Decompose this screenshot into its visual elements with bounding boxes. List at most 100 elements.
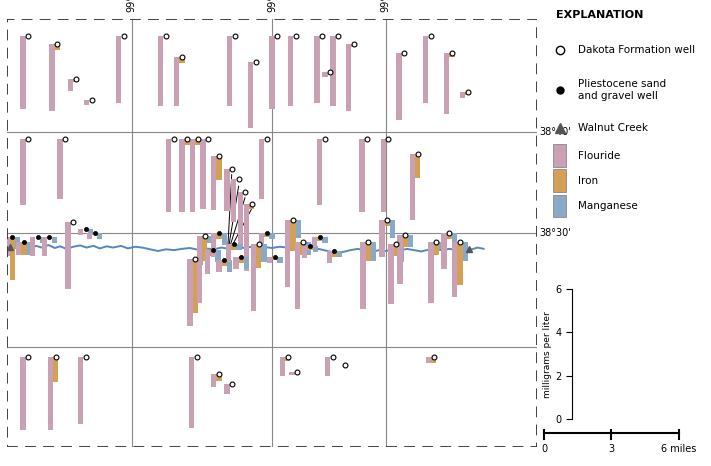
Bar: [15, 237, 21, 249]
Bar: [553, 170, 566, 192]
Bar: [289, 372, 295, 375]
Text: 99°10': 99°10': [381, 0, 391, 12]
Bar: [189, 357, 194, 428]
Bar: [371, 242, 376, 260]
Bar: [394, 244, 399, 256]
Bar: [360, 242, 365, 309]
Bar: [224, 169, 230, 211]
Bar: [52, 237, 58, 243]
Bar: [230, 169, 235, 171]
Bar: [444, 53, 449, 114]
Text: 3: 3: [609, 444, 614, 453]
Bar: [227, 260, 232, 272]
Bar: [193, 259, 198, 313]
Bar: [216, 233, 222, 239]
Bar: [205, 139, 211, 141]
Text: 99°20': 99°20': [267, 0, 277, 12]
Text: 99°30': 99°30': [127, 0, 137, 12]
Bar: [314, 36, 320, 103]
Bar: [41, 237, 46, 243]
Bar: [328, 72, 333, 75]
Bar: [465, 91, 471, 95]
Bar: [410, 154, 415, 220]
Y-axis label: milligrams per liter: milligrams per liter: [542, 311, 552, 397]
Bar: [269, 36, 274, 109]
Bar: [211, 375, 216, 387]
Bar: [41, 237, 47, 255]
Bar: [216, 156, 222, 180]
Bar: [190, 139, 195, 212]
Bar: [439, 242, 444, 248]
Bar: [553, 195, 566, 217]
Bar: [179, 139, 185, 212]
Text: 38°30': 38°30': [540, 228, 571, 238]
Text: EXPLANATION: EXPLANATION: [557, 10, 643, 20]
Bar: [305, 242, 311, 254]
Bar: [227, 36, 232, 106]
Bar: [237, 192, 243, 247]
Bar: [10, 237, 15, 280]
Bar: [185, 139, 190, 145]
Bar: [385, 220, 390, 226]
Bar: [332, 251, 337, 257]
Bar: [457, 242, 463, 285]
Bar: [553, 144, 566, 167]
Bar: [237, 244, 242, 250]
Bar: [77, 229, 83, 235]
Bar: [300, 242, 305, 254]
Bar: [262, 244, 267, 262]
Bar: [198, 259, 203, 265]
Bar: [208, 236, 213, 242]
Bar: [50, 44, 55, 111]
Bar: [442, 233, 447, 269]
Bar: [251, 244, 256, 310]
Bar: [322, 237, 328, 243]
Bar: [460, 91, 465, 97]
Bar: [21, 36, 26, 109]
Bar: [166, 139, 171, 212]
Bar: [174, 57, 179, 106]
Bar: [202, 236, 208, 260]
Bar: [58, 139, 63, 199]
Bar: [215, 250, 220, 262]
Bar: [187, 259, 193, 326]
Text: Manganese: Manganese: [578, 201, 638, 211]
Bar: [452, 233, 457, 245]
Bar: [211, 233, 216, 257]
Bar: [415, 154, 420, 178]
Bar: [295, 242, 300, 309]
Bar: [77, 357, 83, 424]
Bar: [272, 257, 277, 260]
Bar: [231, 244, 237, 250]
Bar: [231, 179, 237, 222]
Bar: [179, 57, 185, 63]
Bar: [311, 237, 317, 247]
Bar: [264, 233, 269, 237]
Bar: [256, 244, 262, 268]
Bar: [285, 220, 291, 287]
Bar: [280, 357, 285, 376]
Text: Dakota Formation well: Dakota Formation well: [578, 45, 695, 55]
Bar: [158, 36, 164, 106]
Bar: [408, 235, 413, 247]
Bar: [388, 244, 394, 304]
Bar: [210, 250, 215, 256]
Bar: [222, 233, 227, 245]
Bar: [359, 139, 365, 212]
Bar: [30, 237, 35, 255]
Bar: [288, 36, 293, 106]
Bar: [53, 357, 58, 382]
Bar: [68, 79, 73, 91]
Bar: [197, 236, 202, 303]
Bar: [201, 139, 205, 209]
Bar: [55, 44, 60, 50]
Bar: [233, 257, 239, 269]
Bar: [216, 260, 222, 272]
Bar: [426, 357, 431, 363]
Bar: [449, 53, 455, 56]
Bar: [351, 44, 357, 47]
Bar: [259, 139, 264, 199]
Bar: [423, 36, 428, 103]
Bar: [205, 250, 210, 274]
Bar: [337, 251, 343, 257]
